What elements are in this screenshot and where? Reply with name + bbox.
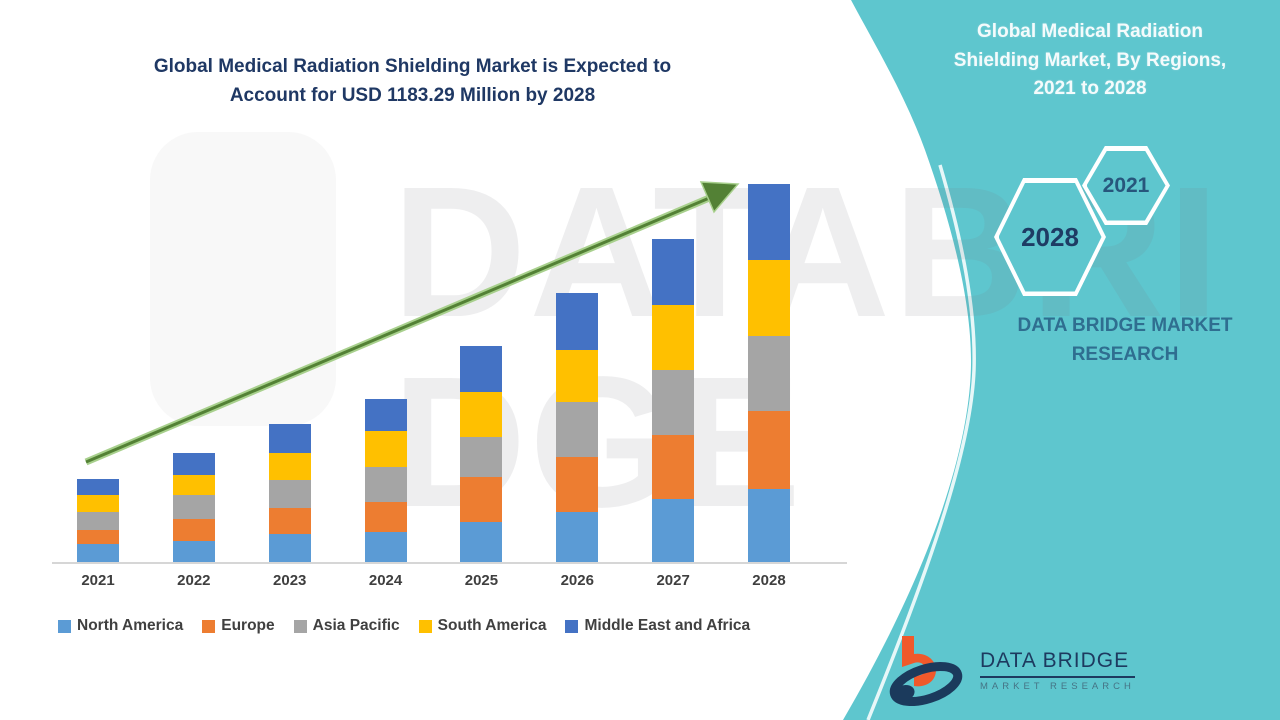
bar-segment-middle-east-and-africa-2028	[747, 184, 790, 261]
bar-segment-north-america-2028	[747, 489, 790, 562]
x-axis-line	[52, 562, 847, 564]
bar-segment-europe-2028	[747, 410, 790, 490]
white-accent-curve	[866, 164, 976, 720]
bar-segment-south-america-2026	[556, 349, 599, 402]
legend-label-north-america: North America	[77, 617, 184, 634]
bar-segment-asia-pacific-2028	[747, 336, 790, 411]
legend-swatch-asia-pacific	[293, 619, 307, 633]
chart-title-line1: Global Medical Radiation Shielding Marke…	[153, 56, 672, 77]
legend-label-middle-east-and-africa: Middle East and Africa	[584, 617, 751, 634]
bar-segment-north-america-2027	[652, 499, 695, 562]
legend-item-north-america: North America	[58, 617, 183, 635]
x-axis-label-2021: 2021	[81, 572, 115, 589]
logo-text: DATA BRIDGE MARKET RESEARCH	[980, 649, 1135, 692]
bar-segment-middle-east-and-africa-2027	[652, 239, 695, 306]
logo-ellipse	[889, 661, 963, 706]
bar-segment-asia-pacific-2026	[556, 401, 599, 457]
bar-segment-europe-2024	[364, 501, 407, 532]
x-axis-label-2022: 2022	[177, 572, 211, 589]
side-title-line3: 2021 to 2028	[1033, 78, 1147, 99]
hexagon-2028: 2028	[994, 178, 1106, 296]
bar-segment-europe-2023	[268, 508, 311, 534]
bar-segment-north-america-2024	[364, 531, 407, 562]
logo-divider	[980, 675, 1135, 678]
bar-segment-middle-east-and-africa-2025	[460, 346, 503, 393]
bar-segment-middle-east-and-africa-2023	[268, 423, 311, 453]
hexagon-2021-label: 2021	[1086, 150, 1166, 221]
legend-swatch-north-america	[58, 619, 71, 633]
x-axis-label-2027: 2027	[656, 572, 690, 589]
legend-item-europe: Europe	[202, 617, 275, 635]
bar-segment-south-america-2021	[77, 494, 119, 513]
bar-segment-europe-2025	[460, 477, 503, 523]
bar-segment-south-america-2024	[364, 430, 407, 467]
logo-icon	[889, 636, 963, 706]
bar-segment-middle-east-and-africa-2024	[364, 399, 407, 431]
x-axis-label-2025: 2025	[464, 572, 499, 589]
bar-segment-middle-east-and-africa-2021	[77, 478, 119, 495]
legend-swatch-south-america	[418, 619, 432, 633]
x-axis-label-2024: 2024	[368, 572, 403, 589]
brand-text-line1: DATA BRIDGE MARKET	[1017, 315, 1233, 336]
legend-label-asia-pacific: Asia Pacific	[312, 617, 400, 634]
bar-segment-asia-pacific-2021	[77, 512, 119, 531]
bar-segment-asia-pacific-2023	[268, 480, 311, 509]
bar-segment-europe-2022	[172, 518, 215, 542]
side-title-line1: Global Medical Radiation	[977, 21, 1203, 42]
legend-label-europe: Europe	[221, 617, 275, 634]
legend-label-south-america: South America	[437, 617, 547, 634]
bar-segment-asia-pacific-2025	[460, 437, 503, 478]
chart-legend: North America Europe Asia Pacific South Ame…	[58, 617, 848, 635]
x-axis-label-2026: 2026	[560, 572, 594, 589]
bar-segment-europe-2027	[652, 435, 695, 500]
bar-segment-asia-pacific-2022	[172, 494, 215, 519]
bar-segment-north-america-2022	[172, 541, 215, 562]
bar-segment-south-america-2022	[172, 474, 215, 495]
x-axis-label-2028: 2028	[752, 572, 786, 589]
bar-segment-middle-east-and-africa-2026	[556, 293, 599, 350]
bar-segment-asia-pacific-2024	[364, 466, 407, 502]
bar-segment-north-america-2025	[460, 522, 503, 562]
side-title-line2: Shielding Market, By Regions,	[953, 49, 1227, 71]
company-logo: DATA BRIDGE MARKET RESEARCH	[886, 634, 1135, 706]
x-axis-label-2023: 2023	[273, 572, 307, 589]
bar-segment-north-america-2026	[556, 511, 599, 562]
bar-segment-north-america-2023	[268, 533, 311, 562]
bar-segment-south-america-2027	[652, 305, 695, 370]
legend-swatch-middle-east-and-africa	[565, 619, 579, 633]
chart-title: Global Medical Radiation Shielding Marke…	[40, 52, 785, 111]
logo-name: DATA BRIDGE	[980, 648, 1130, 672]
bar-segment-south-america-2025	[460, 392, 503, 438]
teal-shape	[843, 0, 1280, 720]
chart-title-line2: Account for USD 1183.29 Million by 2028	[229, 85, 596, 107]
side-panel-title: Global Medical Radiation Shielding Marke…	[925, 18, 1255, 104]
bar-segment-europe-2021	[77, 530, 119, 545]
brand-text-line2: RESEARCH	[1071, 343, 1179, 365]
legend-item-south-america: South America	[418, 617, 547, 635]
hexagon-2028-label: 2028	[998, 182, 1102, 292]
legend-item-middle-east-and-africa: Middle East and Africa	[565, 617, 750, 635]
logo-subtitle: MARKET RESEARCH	[980, 680, 1135, 692]
bar-segment-asia-pacific-2027	[652, 370, 695, 436]
brand-text: DATA BRIDGE MARKET RESEARCH	[960, 312, 1280, 369]
bar-segment-europe-2026	[556, 456, 599, 512]
bar-segment-middle-east-and-africa-2022	[172, 453, 215, 475]
bar-segment-south-america-2023	[268, 452, 311, 481]
logo-b-shape	[902, 636, 936, 687]
legend-swatch-europe	[202, 619, 216, 633]
bar-segment-south-america-2028	[747, 260, 790, 337]
legend-item-asia-pacific: Asia Pacific	[293, 617, 400, 635]
bar-segment-north-america-2021	[77, 544, 119, 562]
